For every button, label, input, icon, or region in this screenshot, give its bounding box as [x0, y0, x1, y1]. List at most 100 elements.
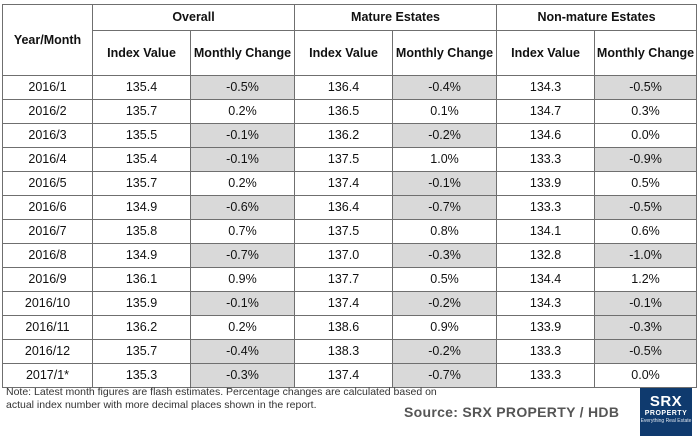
- overall-change-cell: -0.1%: [189, 291, 296, 316]
- nonmature-index-cell: 134.7: [496, 99, 596, 124]
- nonmature-index-cell: 133.3: [496, 147, 596, 172]
- header-mature-estates: Mature Estates: [294, 4, 498, 31]
- mature-change-cell: -0.4%: [392, 75, 498, 100]
- period-cell: 2016/7: [2, 219, 93, 244]
- nonmature-change-cell: -0.1%: [594, 291, 698, 316]
- srx-property-logo: SRX PROPERTY Everything Real Estate: [640, 388, 692, 436]
- table-row: 2016/8 134.9 -0.7% 137.0 -0.3% 132.8 -1.0%: [2, 243, 698, 268]
- price-index-table: Year/Month Overall Mature Estates Non-ma…: [2, 4, 698, 388]
- mature-change-cell: -0.2%: [392, 291, 498, 316]
- mature-change-cell: -0.1%: [392, 171, 498, 196]
- subheader-monthly-change: Monthly Change: [594, 30, 698, 76]
- nonmature-index-cell: 133.3: [496, 339, 596, 364]
- period-cell: 2016/2: [2, 99, 93, 124]
- overall-index-cell: 136.1: [92, 267, 191, 292]
- nonmature-change-cell: 0.3%: [594, 99, 698, 124]
- overall-change-cell: -0.5%: [189, 75, 296, 100]
- header-overall: Overall: [91, 4, 296, 31]
- table-row: 2016/3 135.5 -0.1% 136.2 -0.2% 134.6 0.0%: [2, 123, 698, 148]
- nonmature-index-cell: 133.9: [496, 315, 596, 340]
- mature-change-cell: 0.1%: [392, 99, 498, 124]
- table-row: 2016/5 135.7 0.2% 137.4 -0.1% 133.9 0.5%: [2, 171, 698, 196]
- period-cell: 2016/8: [2, 243, 93, 268]
- mature-index-cell: 137.5: [294, 219, 394, 244]
- nonmature-index-cell: 134.6: [496, 123, 596, 148]
- table-row: 2016/11 136.2 0.2% 138.6 0.9% 133.9 -0.3%: [2, 315, 698, 340]
- mature-change-cell: -0.7%: [392, 363, 498, 388]
- overall-change-cell: 0.2%: [189, 315, 296, 340]
- mature-index-cell: 138.6: [294, 315, 394, 340]
- overall-index-cell: 135.7: [92, 99, 191, 124]
- mature-change-cell: 0.8%: [392, 219, 498, 244]
- subheader-monthly-change: Monthly Change: [392, 30, 498, 76]
- overall-index-cell: 136.2: [92, 315, 191, 340]
- overall-change-cell: 0.7%: [189, 219, 296, 244]
- overall-change-cell: -0.6%: [189, 195, 296, 220]
- overall-change-cell: -0.1%: [189, 147, 296, 172]
- nonmature-change-cell: 0.0%: [594, 363, 698, 388]
- overall-change-cell: -0.1%: [189, 123, 296, 148]
- overall-index-cell: 135.7: [92, 339, 191, 364]
- overall-change-cell: -0.3%: [189, 363, 296, 388]
- header-row-groups: Year/Month Overall Mature Estates Non-ma…: [2, 4, 698, 76]
- mature-change-cell: -0.2%: [392, 339, 498, 364]
- nonmature-change-cell: -1.0%: [594, 243, 698, 268]
- source-credit: Source: SRX PROPERTY / HDB: [404, 404, 620, 420]
- mature-index-cell: 137.0: [294, 243, 394, 268]
- mature-index-cell: 136.4: [294, 195, 394, 220]
- period-cell: 2016/3: [2, 123, 93, 148]
- nonmature-change-cell: -0.9%: [594, 147, 698, 172]
- table-body: 2016/1 135.4 -0.5% 136.4 -0.4% 134.3 -0.5% 2016…: [2, 75, 698, 388]
- overall-index-cell: 135.4: [92, 75, 191, 100]
- mature-index-cell: 137.7: [294, 267, 394, 292]
- header-non-mature-estates: Non-mature Estates: [496, 4, 698, 31]
- period-cell: 2016/11: [2, 315, 93, 340]
- mature-change-cell: 0.5%: [392, 267, 498, 292]
- nonmature-change-cell: -0.5%: [594, 339, 698, 364]
- subheader-index-value: Index Value: [92, 30, 191, 76]
- nonmature-index-cell: 134.3: [496, 291, 596, 316]
- subheader-monthly-change: Monthly Change: [189, 30, 296, 76]
- nonmature-change-cell: -0.5%: [594, 75, 698, 100]
- nonmature-index-cell: 133.9: [496, 171, 596, 196]
- header-year-month: Year/Month: [2, 4, 93, 76]
- mature-change-cell: -0.3%: [392, 243, 498, 268]
- nonmature-change-cell: -0.3%: [594, 315, 698, 340]
- table-row: 2016/9 136.1 0.9% 137.7 0.5% 134.4 1.2%: [2, 267, 698, 292]
- nonmature-index-cell: 133.3: [496, 195, 596, 220]
- overall-index-cell: 135.3: [92, 363, 191, 388]
- mature-index-cell: 137.4: [294, 291, 394, 316]
- overall-index-cell: 135.8: [92, 219, 191, 244]
- mature-index-cell: 137.5: [294, 147, 394, 172]
- nonmature-index-cell: 134.3: [496, 75, 596, 100]
- period-cell: 2016/10: [2, 291, 93, 316]
- logo-tagline: Everything Real Estate: [640, 418, 692, 424]
- table-row: 2016/1 135.4 -0.5% 136.4 -0.4% 134.3 -0.5%: [2, 75, 698, 100]
- mature-change-cell: 0.9%: [392, 315, 498, 340]
- overall-index-cell: 134.9: [92, 243, 191, 268]
- mature-index-cell: 137.4: [294, 171, 394, 196]
- table-row: 2016/2 135.7 0.2% 136.5 0.1% 134.7 0.3%: [2, 99, 698, 124]
- mature-index-cell: 136.5: [294, 99, 394, 124]
- nonmature-change-cell: -0.5%: [594, 195, 698, 220]
- overall-change-cell: -0.4%: [189, 339, 296, 364]
- footnote: Note: Latest month figures are flash est…: [6, 386, 437, 411]
- overall-index-cell: 134.9: [92, 195, 191, 220]
- mature-change-cell: -0.7%: [392, 195, 498, 220]
- mature-index-cell: 136.4: [294, 75, 394, 100]
- nonmature-change-cell: 0.5%: [594, 171, 698, 196]
- logo-subtitle: PROPERTY: [644, 410, 688, 417]
- nonmature-change-cell: 0.0%: [594, 123, 698, 148]
- overall-change-cell: 0.2%: [189, 171, 296, 196]
- period-cell: 2016/9: [2, 267, 93, 292]
- table-row: 2016/12 135.7 -0.4% 138.3 -0.2% 133.3 -0.5%: [2, 339, 698, 364]
- overall-index-cell: 135.7: [92, 171, 191, 196]
- period-cell: 2017/1*: [2, 363, 93, 388]
- period-cell: 2016/1: [2, 75, 93, 100]
- table-row: 2017/1* 135.3 -0.3% 137.4 -0.7% 133.3 0.0%: [2, 363, 698, 388]
- nonmature-index-cell: 134.4: [496, 267, 596, 292]
- header-row-subcolumns: Index Value Monthly Change Index Value M…: [3, 30, 698, 76]
- nonmature-index-cell: 133.3: [496, 363, 596, 388]
- overall-index-cell: 135.4: [92, 147, 191, 172]
- overall-index-cell: 135.9: [92, 291, 191, 316]
